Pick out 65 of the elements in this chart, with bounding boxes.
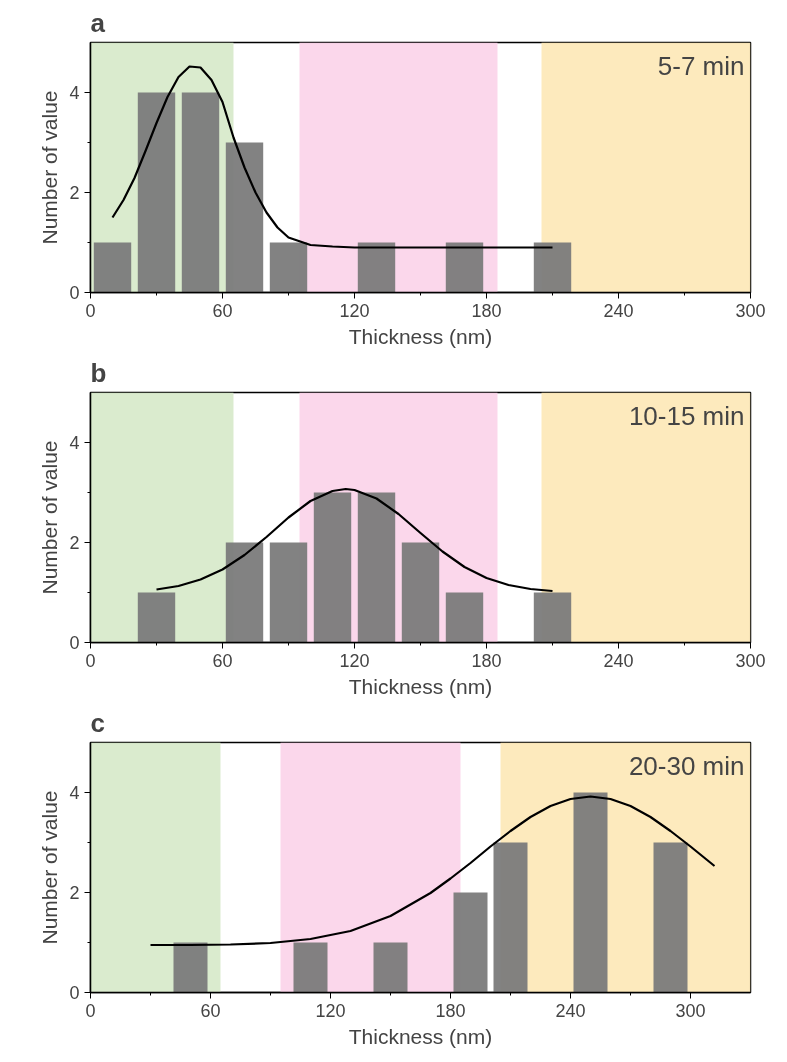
bar — [445, 242, 484, 293]
x-axis-title: Thickness (nm) — [348, 1024, 493, 1048]
y-axis-title: Number of value — [38, 440, 62, 595]
bar — [93, 242, 132, 293]
chart-title: c — [90, 707, 105, 738]
annotation: 10-15 min — [628, 400, 745, 431]
y-tick-label: 0 — [69, 983, 80, 1003]
bar — [493, 842, 528, 993]
bar — [313, 492, 352, 643]
annotation: 5-7 min — [657, 50, 745, 81]
bar — [357, 492, 396, 643]
bar — [225, 542, 264, 643]
x-tick-label: 120 — [339, 650, 370, 671]
x-tick-label: 60 — [212, 650, 233, 671]
line-series — [149, 795, 716, 947]
x-tick-label: 0 — [85, 650, 96, 671]
x-tick-label: 300 — [735, 300, 766, 321]
bar — [225, 142, 264, 293]
y-axis-title: Number of value — [38, 90, 62, 245]
bar — [533, 242, 572, 293]
line-series — [155, 487, 554, 593]
x-tick-label: 120 — [315, 1000, 346, 1021]
x-axis-title: Thickness (nm) — [348, 324, 493, 348]
y-axis-title: Number of value — [38, 790, 62, 945]
x-tick-label: 240 — [603, 650, 634, 671]
bar — [137, 592, 176, 643]
y-tick-label: 0 — [69, 633, 80, 653]
bar — [445, 592, 484, 643]
y-tick-label: 2 — [69, 533, 80, 553]
bar — [173, 942, 208, 993]
bar — [401, 542, 440, 643]
chart-title: b — [90, 357, 107, 388]
bar — [533, 592, 572, 643]
bar — [269, 542, 308, 643]
x-tick-label: 300 — [735, 650, 766, 671]
x-tick-label: 60 — [200, 1000, 221, 1021]
y-tick-label: 4 — [69, 433, 80, 453]
annotation: 20-30 min — [628, 750, 745, 781]
bar — [573, 792, 608, 993]
x-tick-label: 0 — [85, 1000, 96, 1021]
y-tick-label: 4 — [69, 783, 80, 803]
x-tick-label: 240 — [603, 300, 634, 321]
bar — [293, 942, 328, 993]
y-tick-label: 4 — [69, 83, 80, 103]
line-series — [111, 65, 554, 249]
bar — [181, 92, 220, 293]
chart-title: a — [90, 7, 106, 38]
x-tick-label: 180 — [471, 300, 502, 321]
x-tick-label: 0 — [85, 300, 96, 321]
x-tick-label: 180 — [435, 1000, 466, 1021]
bar — [653, 842, 688, 993]
bar — [269, 242, 308, 293]
x-tick-label: 120 — [339, 300, 370, 321]
y-tick-label: 0 — [69, 283, 80, 303]
bar — [357, 242, 396, 293]
y-tick-label: 2 — [69, 883, 80, 903]
x-tick-label: 60 — [212, 300, 233, 321]
x-tick-label: 180 — [471, 650, 502, 671]
bar — [137, 92, 176, 293]
bar — [453, 892, 488, 993]
x-tick-label: 300 — [675, 1000, 706, 1021]
y-tick-label: 2 — [69, 183, 80, 203]
bar — [373, 942, 408, 993]
x-tick-label: 240 — [555, 1000, 586, 1021]
x-axis-title: Thickness (nm) — [348, 674, 493, 698]
